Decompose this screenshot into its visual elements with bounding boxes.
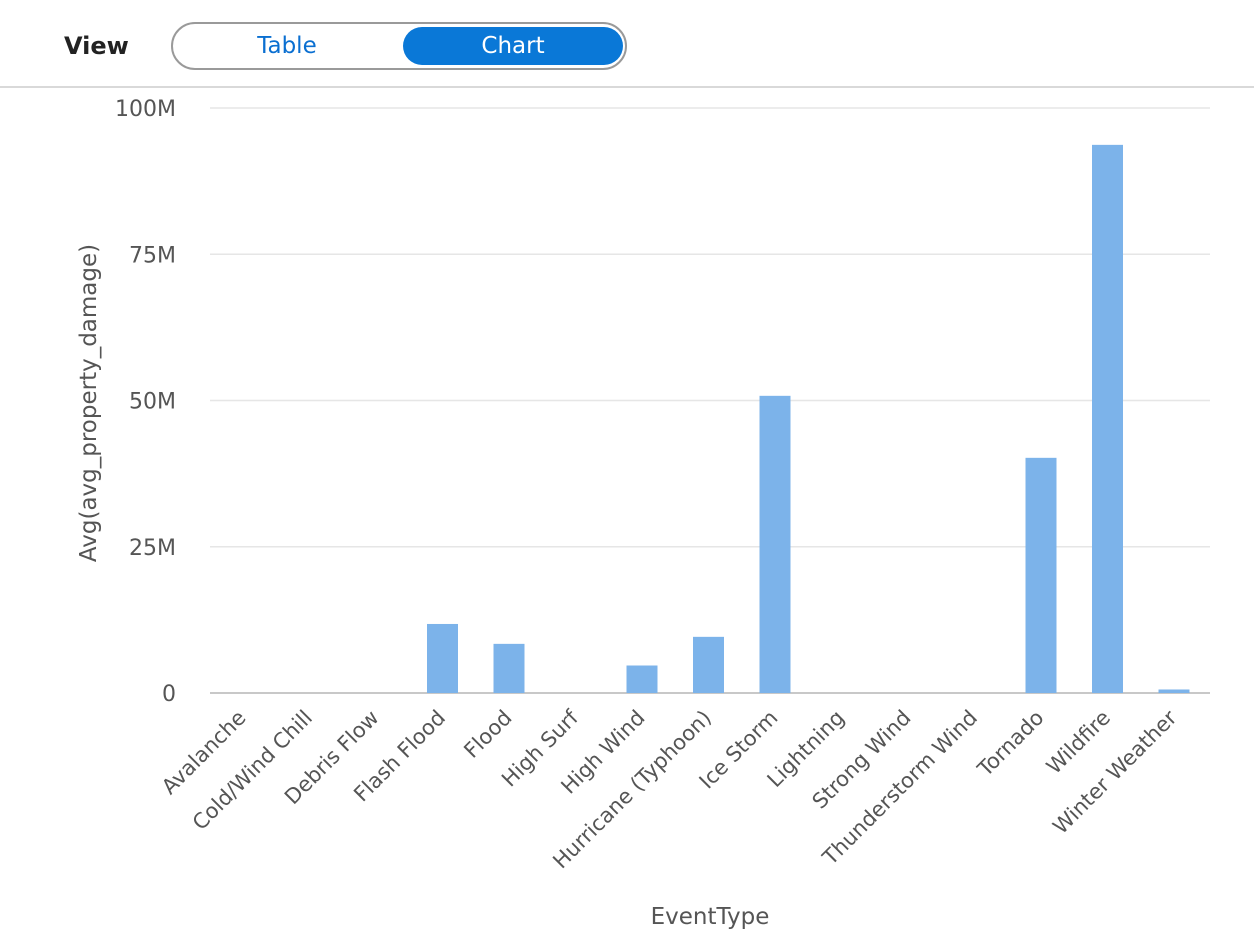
gridlines	[210, 107, 1210, 694]
bar[interactable]	[1092, 144, 1123, 694]
view-switcher-bar: View Table Chart	[0, 0, 1254, 88]
y-axis-ticks: 0 25M 50M 75M 100M	[115, 97, 176, 707]
bar[interactable]	[626, 665, 658, 693]
bar[interactable]	[1158, 689, 1190, 693]
x-tick-label: Flood	[459, 706, 516, 763]
y-tick-label: 25M	[129, 536, 176, 561]
x-tick-label: Winter Weather	[1048, 705, 1181, 838]
bar[interactable]	[427, 623, 458, 693]
bar[interactable]	[693, 636, 724, 693]
y-tick-label: 75M	[129, 243, 176, 268]
y-tick-label: 50M	[129, 390, 176, 415]
bars	[427, 144, 1190, 694]
chart-view-option[interactable]: Chart	[403, 27, 623, 65]
bar[interactable]	[493, 643, 525, 693]
x-tick-label: Cold/Wind Chill	[188, 706, 317, 835]
y-tick-label: 0	[162, 682, 176, 707]
view-label: View	[64, 32, 129, 60]
bar[interactable]	[1025, 457, 1057, 693]
view-toggle: Table Chart	[171, 22, 627, 70]
x-tick-label: Tornado	[972, 706, 1048, 782]
y-tick-label: 100M	[115, 97, 176, 122]
table-view-option[interactable]: Table	[257, 33, 317, 59]
bar[interactable]	[759, 395, 791, 693]
y-axis-title: Avg(avg_property_damage)	[76, 244, 102, 562]
x-axis-title: EventType	[651, 904, 770, 930]
